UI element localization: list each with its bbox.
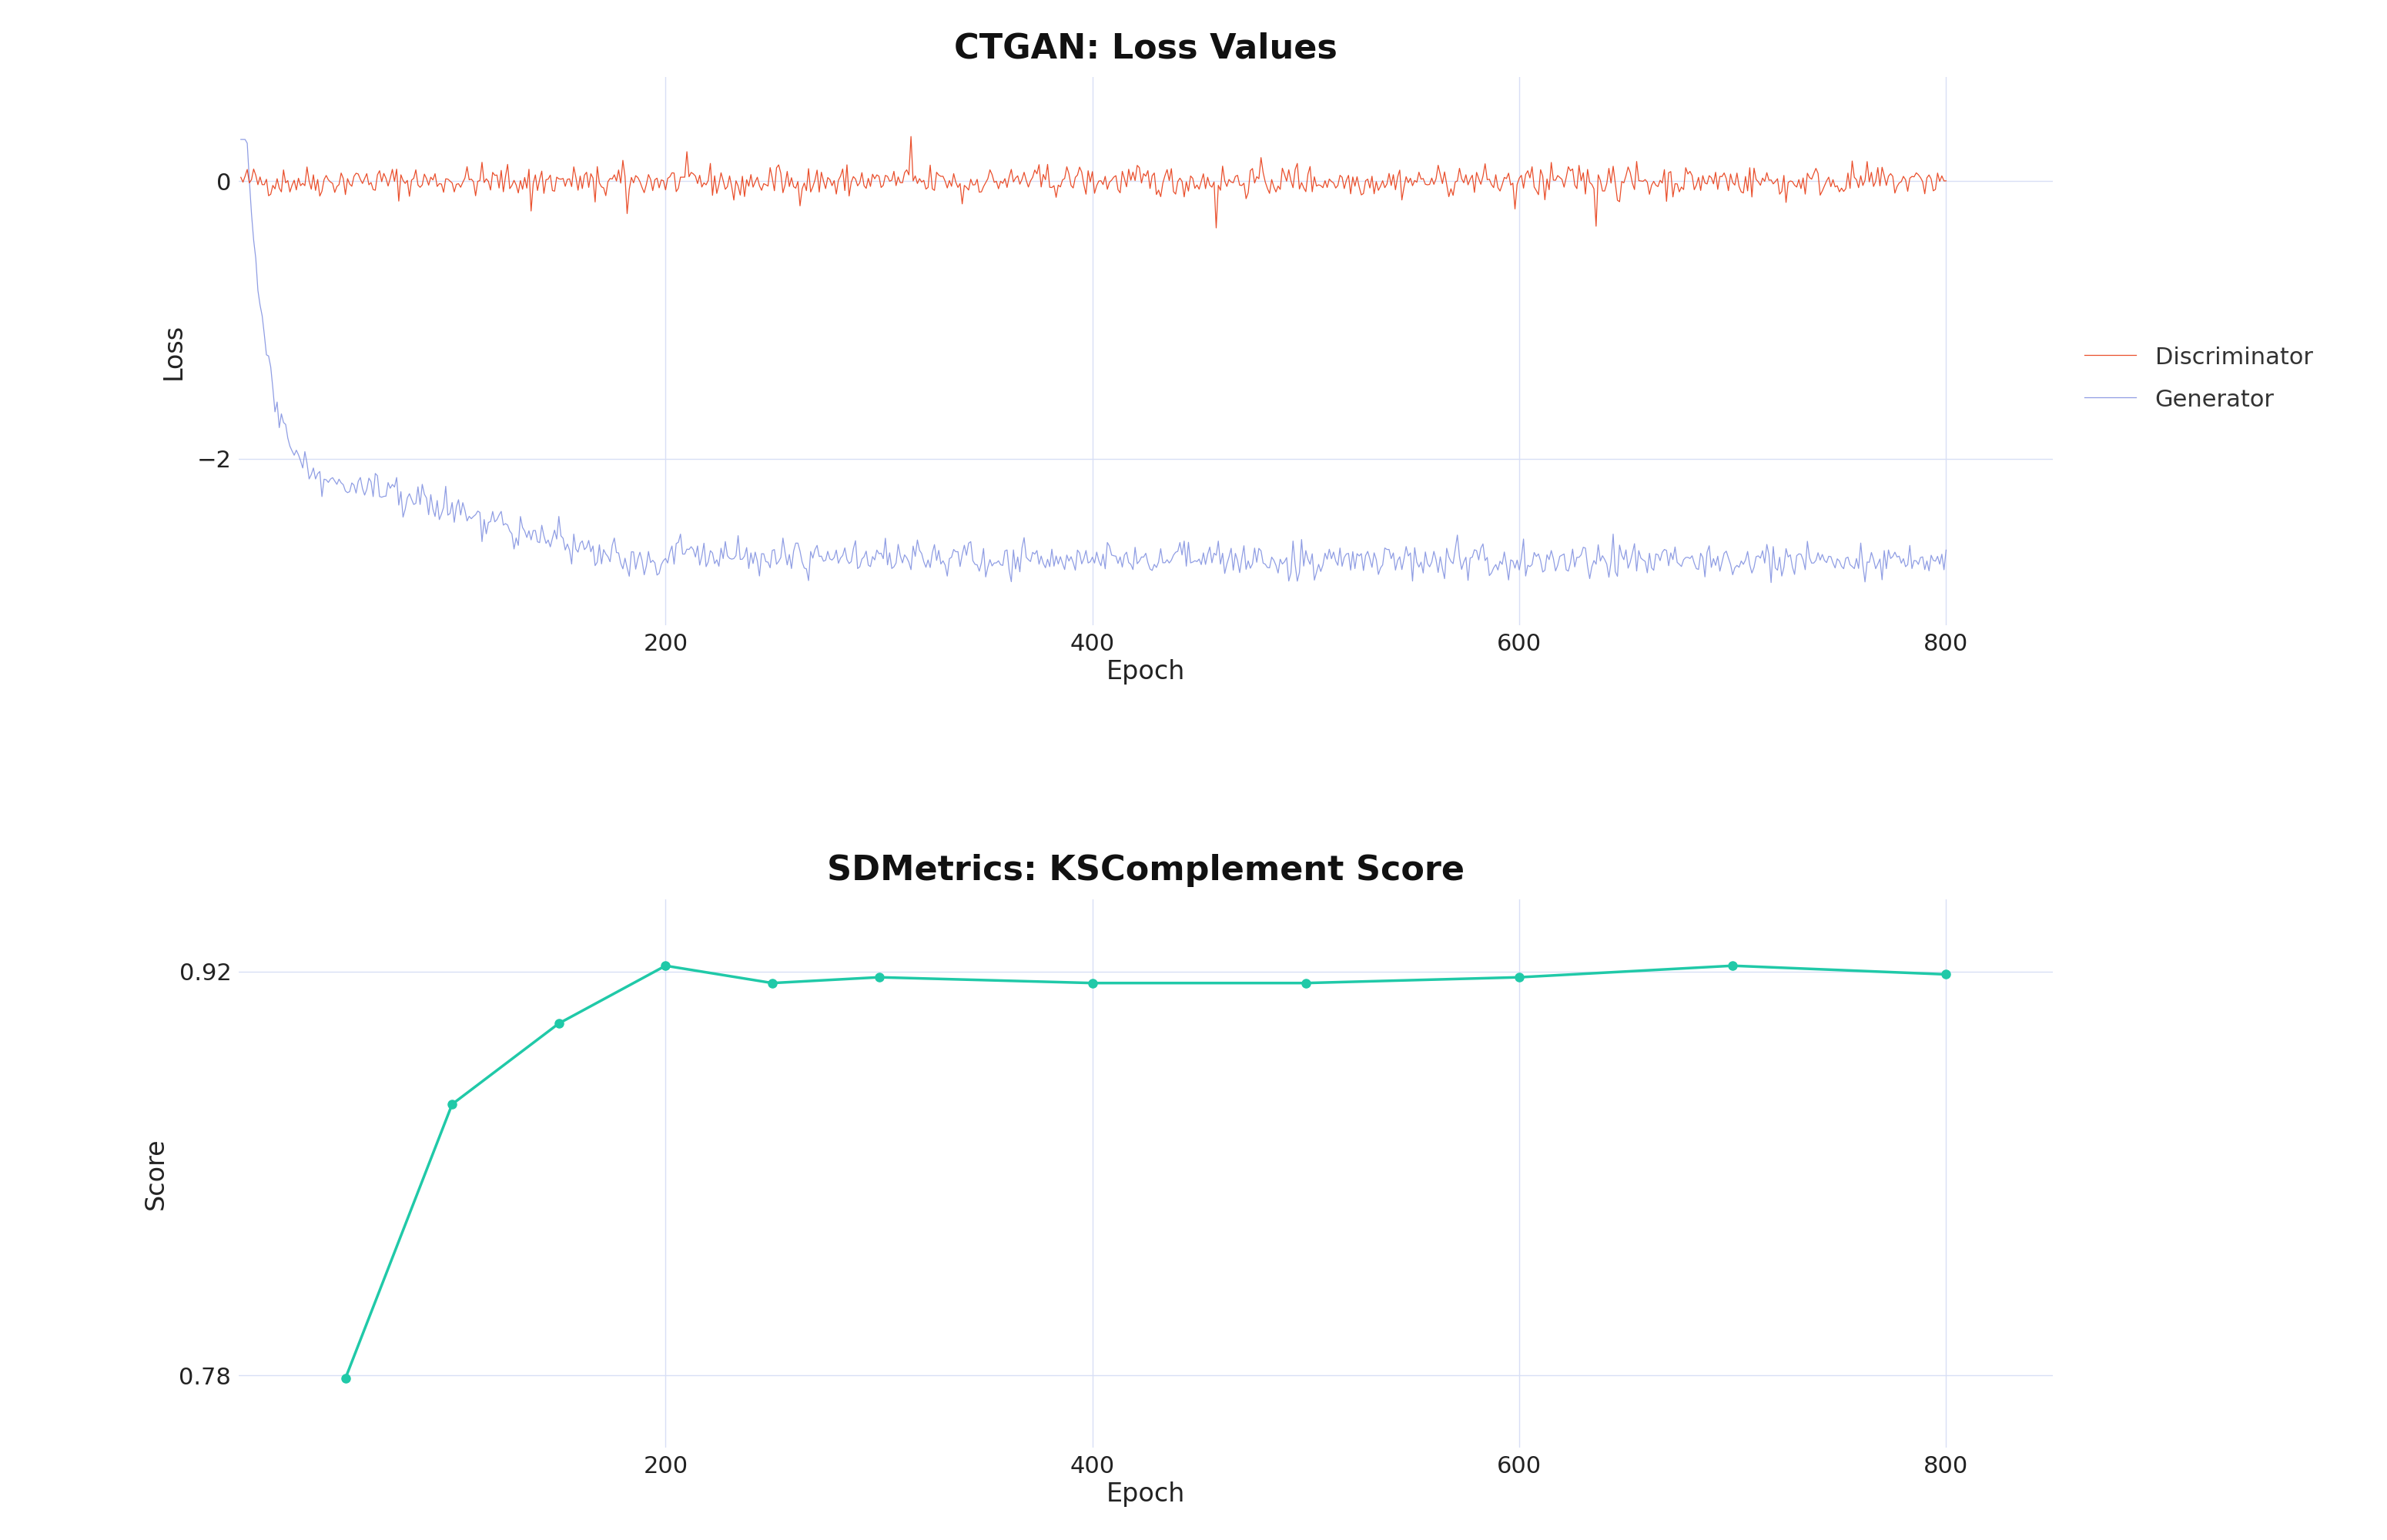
Line: Generator: Generator xyxy=(241,140,1945,582)
Title: CTGAN: Loss Values: CTGAN: Loss Values xyxy=(955,31,1337,65)
Y-axis label: Loss: Loss xyxy=(160,323,186,379)
Generator xyxy=(1313,550,1341,568)
Discriminator xyxy=(1931,171,1960,189)
Generator xyxy=(332,482,360,500)
Discriminator xyxy=(227,168,255,186)
Generator xyxy=(1263,556,1291,574)
Title: SDMetrics: KSComplement Score: SDMetrics: KSComplement Score xyxy=(826,853,1466,887)
Legend: Discriminator, Generator: Discriminator, Generator xyxy=(2074,337,2323,420)
X-axis label: Epoch: Epoch xyxy=(1105,1481,1186,1508)
Generator xyxy=(1695,536,1723,554)
Discriminator xyxy=(1318,172,1346,191)
Line: Discriminator: Discriminator xyxy=(241,137,1945,228)
Discriminator xyxy=(898,128,926,146)
Discriminator xyxy=(1265,180,1294,199)
Discriminator xyxy=(1525,185,1554,203)
Generator xyxy=(1217,539,1246,557)
Discriminator xyxy=(1700,174,1728,192)
Generator xyxy=(1521,544,1549,562)
Generator xyxy=(1757,573,1785,591)
Y-axis label: Score: Score xyxy=(143,1138,167,1209)
Discriminator xyxy=(1203,219,1232,237)
X-axis label: Epoch: Epoch xyxy=(1105,659,1186,685)
Discriminator xyxy=(332,185,360,203)
Generator xyxy=(227,131,255,149)
Generator xyxy=(1931,541,1960,559)
Discriminator xyxy=(1222,168,1251,186)
